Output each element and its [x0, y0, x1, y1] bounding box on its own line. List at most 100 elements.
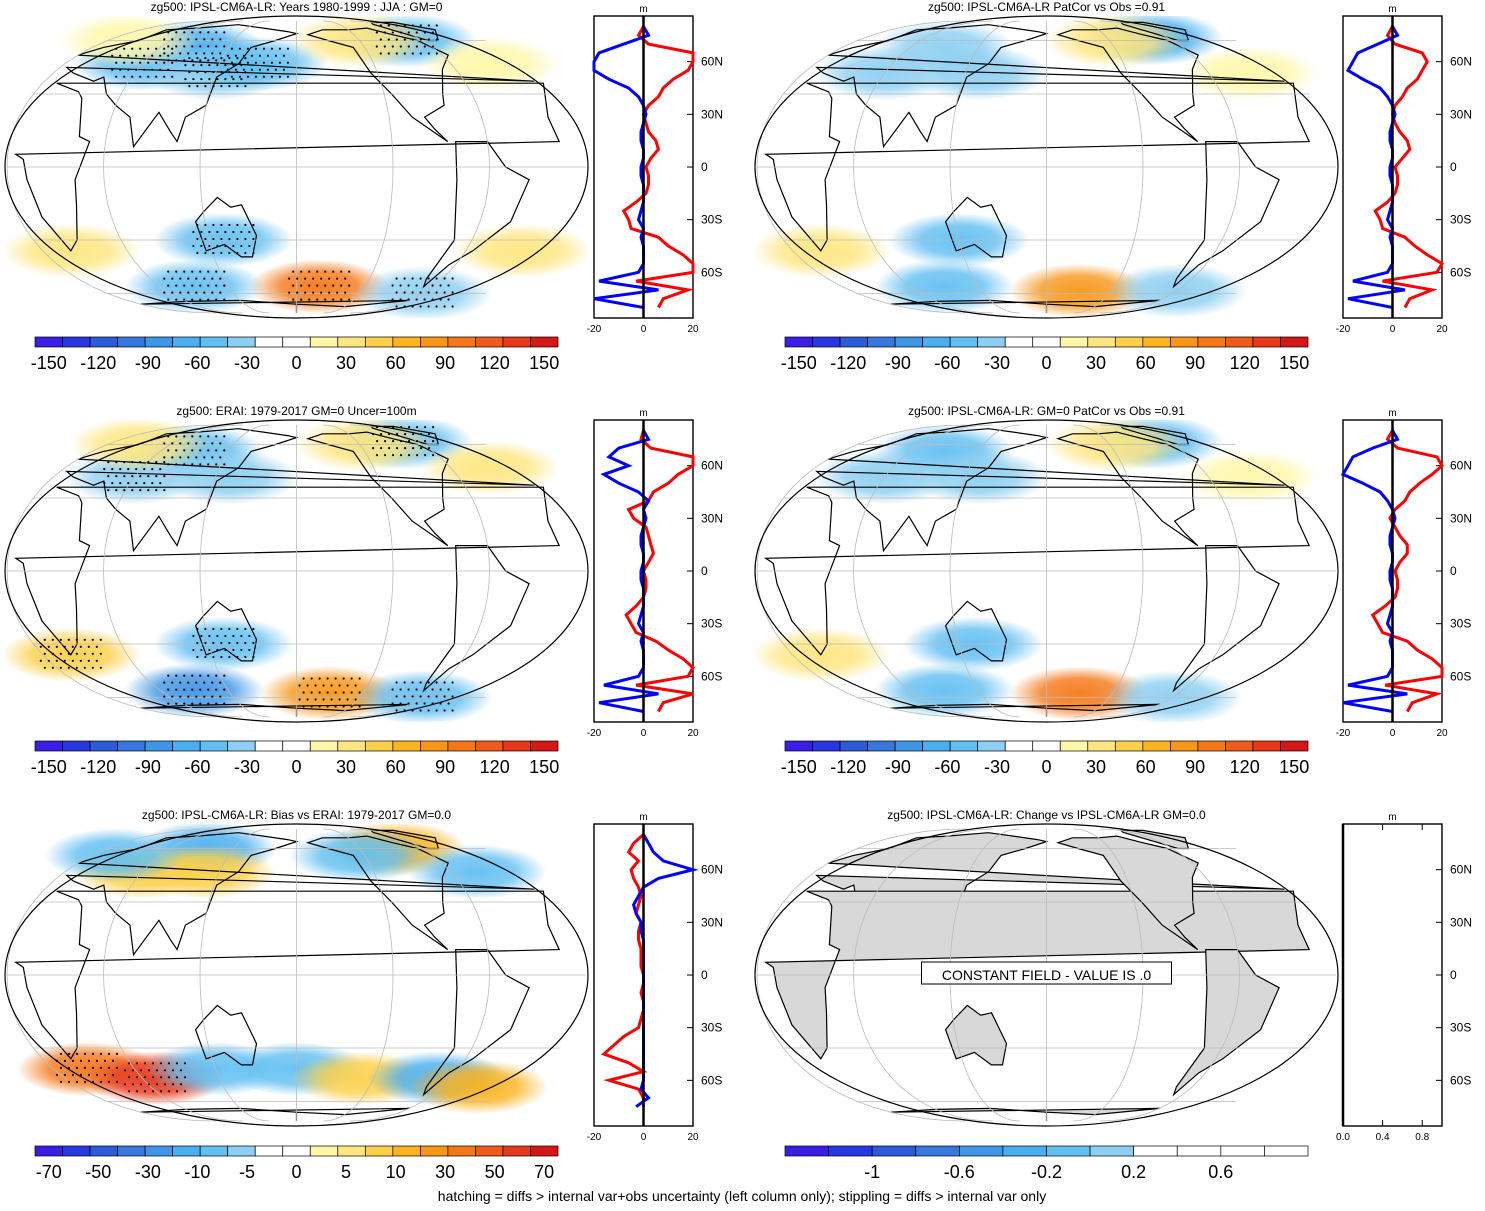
map-title: zg500: IPSL-CM6A-LR: GM=0 PatCor vs Obs … — [908, 404, 1185, 418]
stipple-dot — [87, 1059, 91, 1062]
stipple-dot — [435, 52, 438, 55]
colorbar-bin — [144, 740, 173, 752]
stipple-dot — [399, 31, 402, 34]
stipple-dot — [431, 688, 434, 691]
stipple-dot — [403, 291, 406, 294]
colorbar-bin — [254, 1145, 284, 1157]
graticule-lon — [350, 828, 490, 1122]
stipple-dot — [199, 45, 202, 48]
profile-series-red — [621, 25, 695, 309]
stipple-dot — [131, 61, 134, 64]
stipple-dot — [236, 85, 239, 88]
stipple-dot — [191, 688, 194, 691]
stipple-dot — [232, 244, 235, 248]
stipple-dot — [207, 449, 210, 452]
stipple-dot — [191, 270, 194, 273]
colorbar-tick-label: -0.6 — [944, 1162, 975, 1182]
stipple-dot — [236, 57, 239, 60]
stipple-dot — [200, 64, 203, 67]
stipple-dot — [199, 298, 202, 301]
stipple-dot — [195, 277, 198, 280]
colorbar-tick-label: 50 — [485, 1162, 505, 1182]
stipple-dot — [240, 648, 243, 652]
stipple-dot — [135, 54, 138, 57]
stipple-dot — [348, 284, 351, 287]
stipple-dot — [195, 456, 198, 459]
profile-ytick-label: 30N — [701, 107, 723, 121]
stipple-dot — [91, 666, 94, 669]
colorbar-tick-label: 0 — [1041, 757, 1051, 777]
stipple-dot — [432, 426, 435, 429]
stipple-dot — [79, 1073, 83, 1076]
stipple-dot — [59, 666, 62, 669]
stipple-dot — [151, 1062, 155, 1065]
colorbar-bin — [1220, 1145, 1265, 1157]
colorbar-tick-label: 90 — [1185, 757, 1205, 777]
stipple-dot — [451, 305, 454, 308]
stipple-dot — [320, 277, 323, 280]
stipple-dot — [350, 691, 353, 694]
stipple-dot — [188, 71, 191, 74]
stipple-dot — [415, 284, 418, 287]
stipple-dot — [159, 482, 162, 485]
colorbar-bin — [958, 1145, 1004, 1157]
stipple-dot — [404, 433, 407, 436]
map-border — [4, 15, 589, 319]
stipple-dot — [424, 454, 427, 457]
stipple-dot — [51, 666, 54, 669]
colorbar-bin — [62, 740, 91, 752]
stipple-dot — [59, 638, 62, 641]
graticule-lon — [756, 20, 966, 314]
stipple-dot — [139, 1069, 143, 1072]
stipple-dot — [203, 52, 206, 55]
profile-ytick-label: 60S — [1450, 1073, 1471, 1087]
stipple-dot — [111, 68, 114, 71]
stipple-dot — [354, 684, 357, 687]
stipple-dot — [95, 659, 98, 662]
stipple-dot — [179, 456, 182, 459]
stipple-dot — [75, 1080, 79, 1083]
stipple-dot — [310, 691, 313, 694]
stipple-dot — [415, 702, 418, 705]
stipple-dot — [391, 688, 394, 691]
colorbar-bin — [420, 740, 449, 752]
stipple-dot — [411, 681, 414, 684]
graticule-lon — [756, 828, 966, 1122]
stipple-dot — [415, 31, 418, 34]
stipple-dot — [298, 698, 301, 701]
stipple-dot — [139, 75, 142, 78]
colorbar-bin — [254, 336, 284, 348]
stipple-dot — [244, 237, 247, 241]
stipple-dot — [411, 38, 414, 41]
stipple-dot — [71, 1073, 75, 1076]
stipple-dot — [304, 291, 307, 294]
map-panel: zg500: IPSL-CM6A-LR: Years 1980-1999 : J… — [4, 0, 589, 373]
colorbar-bin — [922, 740, 951, 752]
colorbar-bin — [502, 740, 531, 752]
anomaly-blob — [452, 223, 588, 278]
stipple-dot — [215, 463, 218, 466]
stipple-dot — [322, 698, 325, 701]
stipple-dot — [416, 440, 419, 443]
coastline-australia — [194, 1004, 258, 1066]
profile-ytick-label: 0 — [701, 968, 708, 982]
stipple-dot — [155, 475, 158, 478]
anomaly-blob — [249, 259, 390, 314]
colorbar-tick-label: 0.2 — [1121, 1162, 1146, 1182]
colorbar-bin — [117, 740, 146, 752]
graticule-lon — [323, 424, 394, 718]
stipple-dot — [195, 291, 198, 294]
stipple-dot — [175, 1062, 179, 1065]
anomaly-blob — [908, 449, 1049, 505]
graticule-lon — [350, 20, 490, 314]
stipple-dot — [163, 1069, 167, 1072]
graticule-lon — [853, 828, 993, 1122]
stipple-dot — [223, 270, 226, 273]
colorbar-bin — [867, 740, 896, 752]
stipple-dot — [443, 291, 446, 294]
stipple-dot — [115, 461, 118, 464]
stipple-dot — [196, 71, 199, 74]
anomaly-blob — [288, 828, 429, 883]
stipple-dot — [211, 456, 214, 459]
stipple-dot — [43, 638, 46, 641]
